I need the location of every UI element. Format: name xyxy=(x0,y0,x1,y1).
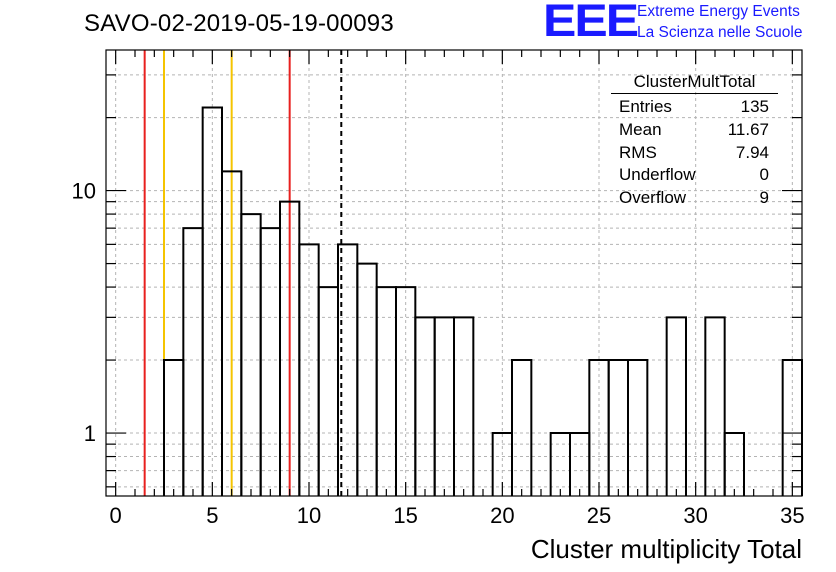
x-tick-label: 5 xyxy=(206,503,218,528)
histogram-bin xyxy=(317,286,339,496)
histogram-bin xyxy=(375,286,397,496)
org-name-line-2: La Scienza nelle Scuole xyxy=(637,24,803,41)
stats-box: ClusterMultTotal Entries 135 Mean 11.67 … xyxy=(611,72,778,210)
stats-label: RMS xyxy=(619,142,657,162)
stats-value: 0 xyxy=(759,165,769,185)
histogram-bin xyxy=(607,359,629,496)
stats-row-entries: Entries 135 xyxy=(611,96,778,119)
histogram-layer xyxy=(163,106,803,496)
tick-labels: 0 5 10 15 20 25 30 35 1 10 xyxy=(72,179,805,528)
eee-logo: EEE xyxy=(543,0,639,46)
x-tick-label: 0 xyxy=(110,503,122,528)
histogram-bin xyxy=(723,432,745,496)
plot-frame xyxy=(105,49,803,497)
histogram-bin xyxy=(240,213,262,496)
stats-row-overflow: Overflow 9 xyxy=(611,187,778,210)
org-name-line-1: Extreme Energy Events xyxy=(637,3,800,20)
stats-value: 7.94 xyxy=(735,142,769,162)
stats-title: ClusterMultTotal xyxy=(633,72,756,91)
histogram-bin xyxy=(356,262,378,496)
histogram-bin xyxy=(433,316,455,496)
histogram-bin xyxy=(453,316,475,496)
histogram-bin xyxy=(163,359,185,496)
y-tick-label: 1 xyxy=(84,421,96,446)
x-axis-label: Cluster multiplicity Total xyxy=(531,534,802,564)
axes-layer xyxy=(105,49,803,497)
x-tick-label: 15 xyxy=(393,503,417,528)
stats-label: Overflow xyxy=(619,188,687,208)
stats-value: 135 xyxy=(740,97,769,116)
histogram-bin xyxy=(627,359,649,496)
histogram-bin xyxy=(182,227,204,496)
histogram-bin xyxy=(665,316,687,496)
histogram-bin xyxy=(511,359,533,496)
stats-value: 9 xyxy=(759,188,769,208)
histogram-bin xyxy=(549,432,571,496)
stats-label: Mean xyxy=(619,119,662,139)
x-tick-label: 35 xyxy=(780,503,804,528)
x-tick-label: 10 xyxy=(297,503,321,528)
histogram-bin xyxy=(704,316,726,496)
reference-lines xyxy=(143,50,343,496)
stats-value: 11.67 xyxy=(727,119,769,139)
x-tick-label: 20 xyxy=(490,503,514,528)
y-tick-label: 10 xyxy=(72,179,96,204)
chart-title: SAVO-02-2019-05-19-00093 xyxy=(84,10,394,37)
stats-row-mean: Mean 11.67 xyxy=(611,119,778,142)
stats-label: Entries xyxy=(619,97,672,116)
histogram-bin xyxy=(259,227,281,496)
x-tick-label: 25 xyxy=(587,503,611,528)
x-tick-label: 30 xyxy=(683,503,707,528)
stats-label: Underflow xyxy=(619,165,696,185)
stats-row-underflow: Underflow 0 xyxy=(611,164,778,187)
stats-divider xyxy=(611,93,778,94)
histogram-bin xyxy=(414,316,436,496)
stats-row-rms: RMS 7.94 xyxy=(611,142,778,165)
